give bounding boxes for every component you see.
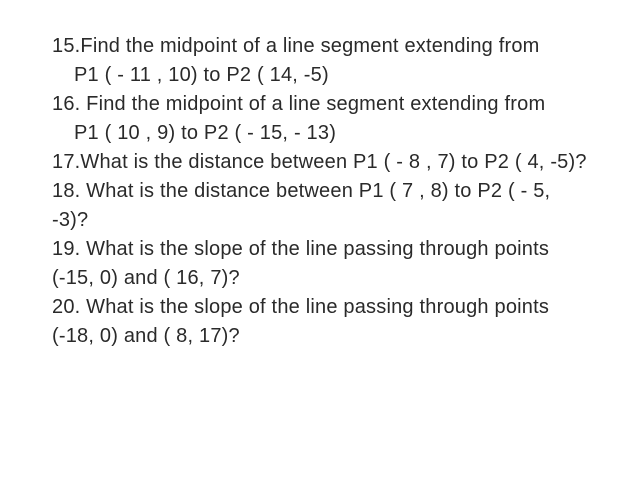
question-16-line1: 16. Find the midpoint of a line segment …: [52, 90, 590, 119]
question-18: 18. What is the distance between P1 ( 7 …: [52, 177, 590, 235]
question-15-line1: 15.Find the midpoint of a line segment e…: [52, 32, 590, 61]
question-19: 19. What is the slope of the line passin…: [52, 235, 590, 293]
question-15-line2: P1 ( - 11 , 10) to P2 ( 14, -5): [52, 61, 590, 90]
question-16-line2: P1 ( 10 , 9) to P2 ( - 15, - 13): [52, 119, 590, 148]
question-17: 17.What is the distance between P1 ( - 8…: [52, 148, 590, 177]
worksheet-page: 15.Find the midpoint of a line segment e…: [0, 0, 638, 383]
question-20: 20. What is the slope of the line passin…: [52, 293, 590, 351]
